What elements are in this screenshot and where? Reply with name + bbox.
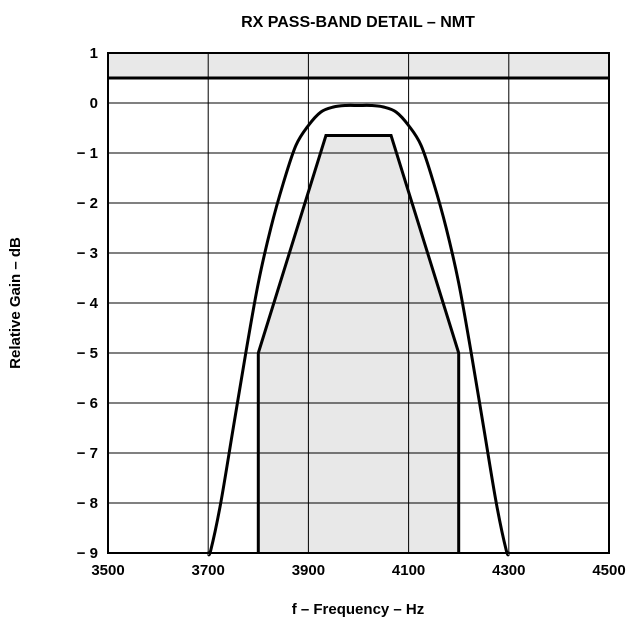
y-tick-label: − 8 — [77, 495, 98, 512]
y-axis-label: Relative Gain – dB — [7, 237, 24, 369]
y-tick-label: − 2 — [77, 195, 98, 212]
inner-mask-line — [256, 134, 461, 553]
x-tick-label: 3900 — [292, 562, 325, 579]
y-tick-label: − 5 — [77, 345, 98, 362]
plot-area: 3500 3700 3900 4100 4300 4500 1 0 − 1 − 2 − 3 − 4 − … — [77, 45, 626, 579]
x-tick-label: 3700 — [192, 562, 225, 579]
y-tick-label: − 4 — [77, 295, 99, 312]
y-tick-label: 0 — [90, 95, 98, 112]
x-axis-label: f – Frequency – Hz — [292, 601, 425, 618]
x-tick-label: 3500 — [91, 562, 124, 579]
y-tick-label: 1 — [90, 45, 98, 62]
plot-frame — [107, 52, 610, 554]
y-tick-label: − 6 — [77, 395, 98, 412]
x-tick-label: 4500 — [592, 562, 625, 579]
x-tick-label: 4100 — [392, 562, 425, 579]
y-tick-label: − 7 — [77, 445, 98, 462]
y-tick-label: − 3 — [77, 245, 98, 262]
x-tick-label: 4300 — [492, 562, 525, 579]
upper-shaded-region — [108, 53, 609, 78]
y-tick-label: − 9 — [77, 545, 98, 562]
y-tick-label: − 1 — [77, 145, 98, 162]
inner-mask-fill — [258, 135, 459, 553]
chart-title: RX PASS-BAND DETAIL – NMT — [241, 14, 475, 31]
outer-limit-curve — [206, 103, 511, 557]
